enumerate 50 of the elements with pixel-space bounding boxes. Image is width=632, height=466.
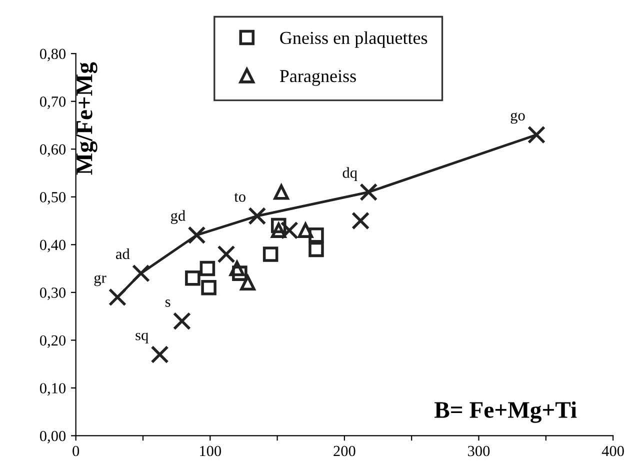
- annotation: go: [510, 112, 525, 124]
- y-tick-label: 0,40: [40, 240, 66, 252]
- annotation: gd: [170, 210, 186, 224]
- y-tick-label: 0,10: [40, 383, 66, 396]
- point: [217, 245, 236, 264]
- y-tick-label: 0,20: [40, 335, 66, 348]
- point: [527, 126, 546, 144]
- annotation: ad: [116, 248, 130, 260]
- point: [132, 264, 150, 282]
- y-tick-label: 0,60: [40, 144, 66, 157]
- legend-label: Paragneiss: [280, 70, 356, 86]
- y-tick-label: 0,00: [40, 430, 66, 444]
- point: [280, 221, 298, 240]
- legend-label: Gneiss en plaquettes: [280, 31, 428, 48]
- annotation: sq: [136, 332, 148, 344]
- point: [274, 184, 289, 200]
- annotation: s: [166, 300, 170, 307]
- x-tick-label: 100: [200, 446, 222, 456]
- point: [150, 345, 169, 364]
- point: [270, 222, 286, 238]
- point: [270, 218, 286, 234]
- x-axis-title: B= Fe+Mg+Ti: [434, 401, 577, 423]
- point: [308, 227, 324, 243]
- y-tick-label: 0,80: [40, 48, 66, 62]
- y-tick-label: 0,30: [40, 288, 66, 300]
- point: [360, 183, 378, 202]
- point: [172, 312, 191, 330]
- annotation: to: [234, 193, 246, 202]
- y-tick-label: 0,50: [40, 192, 66, 205]
- x-tick-label: 0: [72, 446, 80, 456]
- point: [262, 246, 278, 262]
- point: [308, 242, 324, 258]
- point: [240, 275, 256, 291]
- point: [229, 260, 245, 276]
- point: [188, 226, 206, 244]
- annotation: dq: [342, 167, 358, 181]
- point: [200, 260, 216, 276]
- point: [352, 212, 370, 230]
- point: [185, 270, 200, 286]
- point: [298, 222, 314, 238]
- x-tick-label: 200: [334, 446, 356, 456]
- annotation: gr: [94, 274, 106, 286]
- x-tick-label: 300: [468, 446, 490, 456]
- x-tick-label: 400: [602, 446, 624, 456]
- y-axis-title: Mg/Fe+Mg: [76, 62, 98, 175]
- y-tick-label: 0,70: [40, 96, 66, 110]
- point: [232, 266, 248, 281]
- point: [248, 206, 266, 226]
- point: [201, 280, 216, 296]
- point: [108, 288, 126, 306]
